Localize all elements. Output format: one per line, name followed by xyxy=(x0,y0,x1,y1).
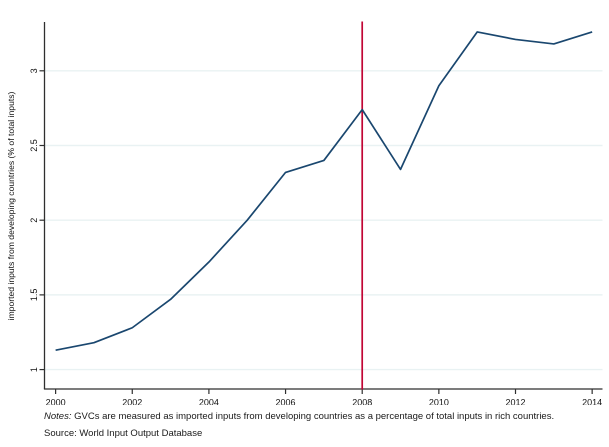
y-tick-label: 1.5 xyxy=(29,289,39,302)
y-tick-label: 2 xyxy=(29,218,39,223)
chart-notes: Notes: GVCs are measured as imported inp… xyxy=(44,408,604,442)
x-tick-label: 2002 xyxy=(122,398,142,406)
y-axis-title: imported inputs from developing countrie… xyxy=(6,91,16,320)
x-tick-label: 2000 xyxy=(46,398,66,406)
notes-label: Notes: xyxy=(44,411,72,422)
x-tick-label: 2008 xyxy=(352,398,372,406)
y-tick-label: 3 xyxy=(29,68,39,73)
x-tick-label: 2010 xyxy=(429,398,449,406)
x-tick-label: 2004 xyxy=(199,398,219,406)
notes-line: Notes: GVCs are measured as imported inp… xyxy=(44,408,604,425)
source-line: Source: World Input Output Database xyxy=(44,428,203,439)
notes-text: GVCs are measured as imported inputs fro… xyxy=(71,411,555,422)
x-tick-label: 2014 xyxy=(582,398,602,406)
chart-canvas: 1 1.5 2 2.5 3 2000 2002 2004 2006 2008 2010 2012 201… xyxy=(6,21,603,406)
series-line xyxy=(55,31,593,351)
y-tick-label: 2.5 xyxy=(29,139,39,152)
y-tick-label: 1 xyxy=(29,367,39,372)
x-tick-label: 2012 xyxy=(505,398,525,406)
x-tick-label: 2006 xyxy=(276,398,296,406)
